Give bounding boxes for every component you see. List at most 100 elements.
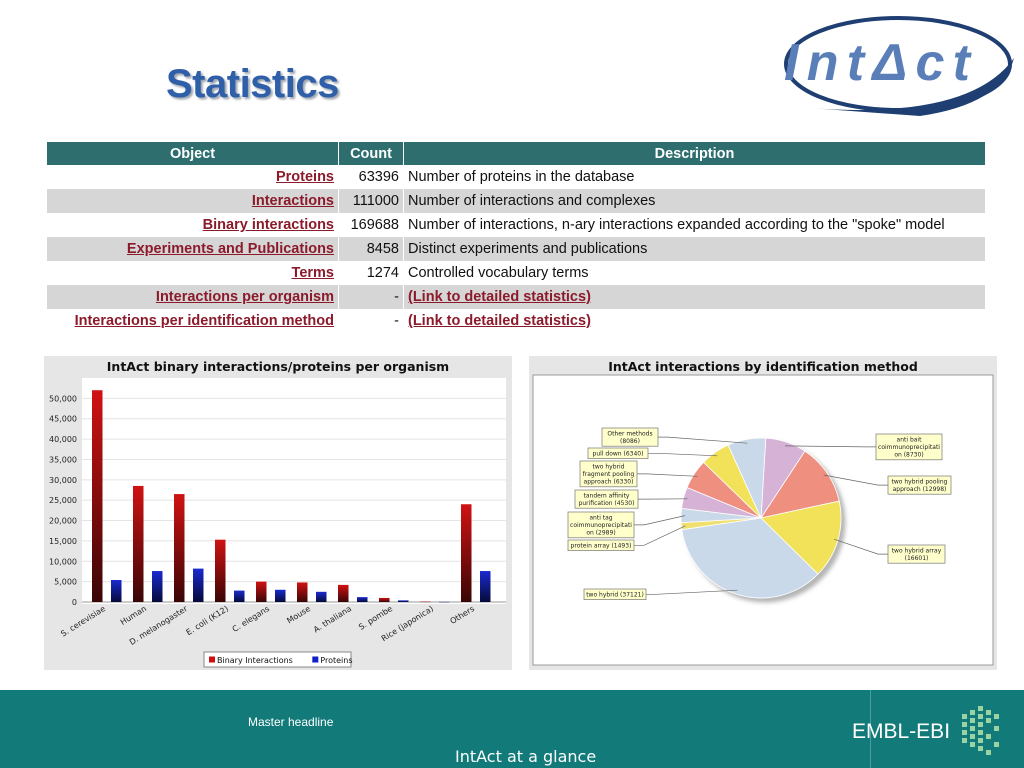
x-tick-label: S. cerevisiae: [59, 604, 107, 639]
description-cell: Number of proteins in the database: [408, 169, 635, 185]
header-description: Description: [403, 142, 985, 165]
pie-label-text: coimmunoprecipitati: [570, 522, 632, 529]
binary-interactions-bar: [420, 601, 431, 603]
pie-label-text: tandem affinity: [584, 493, 630, 500]
pie-slice: [760, 450, 840, 519]
binary-interactions-bar: [256, 581, 267, 602]
count-cell: -: [338, 285, 404, 309]
svg-text:IntΔct: IntΔct: [784, 34, 973, 92]
x-tick-label: Others: [448, 604, 476, 626]
pie-label-text: anti bait: [897, 437, 923, 444]
embl-ebi-logo-icon: [962, 706, 999, 755]
description-cell: Distinct experiments and publications: [403, 237, 985, 261]
proteins-bar: [439, 601, 450, 603]
pie-label-text: on (8730): [894, 452, 923, 459]
binary-interactions-bar: [297, 582, 308, 602]
table-row: Experiments and Publications 8458 Distin…: [47, 237, 985, 261]
pie-label-text: two hybrid (37121): [586, 592, 644, 599]
pie-label-text: Other methods: [607, 431, 652, 438]
binary-interactions-bar: [215, 539, 226, 602]
pie-label-leader: [823, 474, 888, 486]
legend-swatch: [312, 656, 319, 663]
proteins-bar: [152, 571, 163, 602]
experiments-publications-link[interactable]: Experiments and Publications: [126, 241, 334, 257]
x-tick-label: C. elegans: [231, 604, 271, 634]
pie-label-leader: [634, 525, 686, 546]
y-tick-label: 30,000: [49, 476, 77, 485]
header-object: Object: [47, 142, 339, 165]
pie-label-text: approach (6330): [584, 479, 634, 486]
y-tick-label: 45,000: [49, 415, 77, 424]
count-cell: 63396: [338, 165, 404, 189]
pie-label-box: [887, 475, 952, 495]
bar-chart-panel: IntAct binary interactions/proteins per …: [44, 356, 512, 670]
description-cell: Controlled vocabulary terms: [408, 265, 589, 281]
count-cell: -: [338, 309, 404, 333]
pie-label-text: anti tag: [589, 515, 612, 522]
proteins-bar: [398, 600, 409, 602]
detailed-statistics-link[interactable]: (Link to detailed statistics): [408, 313, 591, 329]
table-row: Binary interactions 169688 Number of int…: [47, 213, 985, 237]
pie-label-box: [567, 539, 635, 551]
binary-interactions-bar: [461, 504, 472, 602]
pie-label-box: [567, 511, 635, 539]
pie-label-leader: [646, 589, 738, 595]
y-tick-label: 40,000: [49, 435, 77, 444]
pie-label-text: fragment pooling: [583, 471, 635, 478]
pie-slice: [727, 437, 767, 519]
y-tick-label: 5,000: [54, 578, 77, 587]
master-headline: Master headline: [248, 715, 334, 729]
legend-swatch: [209, 656, 215, 663]
count-cell: 8458: [338, 237, 404, 261]
page-title: Statistics: [166, 62, 339, 106]
proteins-link[interactable]: Proteins: [275, 169, 334, 185]
pie-label-text: approach (12998): [893, 486, 947, 493]
bar-chart-title: IntAct binary interactions/proteins per …: [107, 359, 449, 374]
pie-slice: [681, 517, 819, 599]
pie-label-text: two hybrid: [593, 464, 625, 471]
intact-logo: IntΔct: [784, 16, 1014, 116]
interactions-link[interactable]: Interactions: [251, 193, 334, 209]
x-tick-label: A. thaliana: [312, 604, 353, 634]
interactions-per-organism-link[interactable]: Interactions per organism: [155, 289, 334, 305]
pie-label-text: on (2989): [586, 530, 615, 537]
terms-link[interactable]: Terms: [291, 265, 334, 281]
proteins-bar: [193, 568, 204, 602]
binary-interactions-bar: [92, 390, 103, 602]
binary-interactions-bar: [379, 597, 390, 602]
pie-label-box: [875, 433, 943, 461]
binary-interactions-bar: [338, 584, 349, 602]
pie-label-text: coimmunoprecipitati: [878, 444, 940, 451]
table-row: Interactions per identification method -…: [47, 309, 985, 333]
detailed-statistics-link[interactable]: (Link to detailed statistics): [408, 289, 591, 305]
y-tick-label: 25,000: [49, 496, 77, 505]
footer-divider: [870, 690, 871, 768]
legend-label: Binary Interactions: [217, 656, 293, 665]
proteins-bar: [316, 591, 327, 602]
y-tick-label: 10,000: [49, 557, 77, 566]
pie-label-text: two hybrid pooling: [892, 479, 948, 486]
footer-bar: Master headline IntAct at a glance EMBL-…: [0, 690, 1024, 768]
pie-label-leader: [648, 452, 718, 457]
pie-label-text: (8086): [620, 438, 640, 445]
bar-chart: IntAct binary interactions/proteins per …: [49, 359, 506, 668]
header-count: Count: [338, 142, 404, 165]
pie-label-box: [583, 588, 647, 600]
legend-box: [203, 651, 352, 668]
pie-label-text: (16601): [905, 555, 929, 562]
binary-interactions-link[interactable]: Binary interactions: [202, 217, 334, 233]
table-row: Interactions 111000 Number of interactio…: [47, 189, 985, 213]
binary-interactions-bar: [133, 485, 144, 602]
legend-label: Proteins: [320, 656, 352, 665]
pie-label-text: two hybrid array: [892, 548, 942, 555]
interactions-per-method-link[interactable]: Interactions per identification method: [74, 313, 334, 329]
statistics-table: Object Count Description Proteins 63396 …: [47, 142, 985, 333]
description-cell: Number of interactions, n-ary interactio…: [408, 217, 945, 233]
x-tick-label: E. coli (K12): [185, 604, 231, 637]
y-tick-label: 0: [72, 598, 77, 607]
pie-label-leader: [833, 538, 888, 555]
proteins-bar: [111, 580, 122, 602]
count-cell: 111000: [338, 189, 404, 213]
table-row: Interactions per organism - (Link to det…: [47, 285, 985, 309]
count-cell: 169688: [338, 213, 404, 237]
